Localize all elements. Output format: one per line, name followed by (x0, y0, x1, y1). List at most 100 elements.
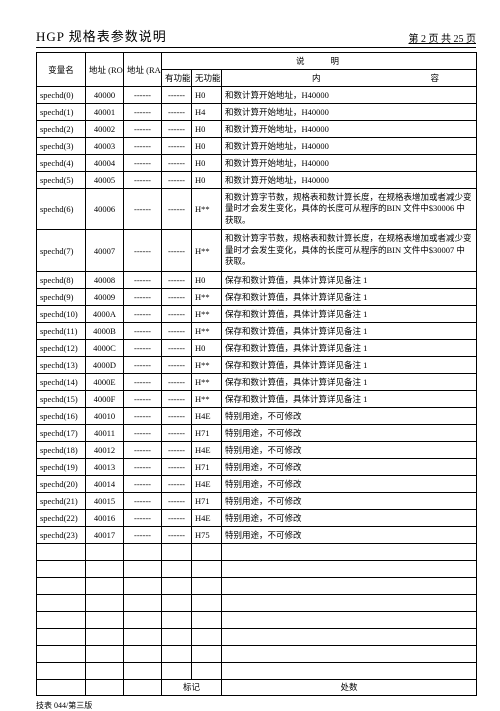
table-row: spechd(7)40007------------H**和数计算字节数，规格表… (37, 230, 477, 271)
cell-func2: H0 (192, 271, 222, 288)
cell-addr: 40011 (86, 424, 124, 441)
cell-func1: ------ (162, 509, 192, 526)
table-row-empty (37, 543, 477, 560)
cell-var: spechd(19) (37, 458, 86, 475)
cell-var: spechd(4) (37, 155, 86, 172)
cell-addr: 40008 (86, 271, 124, 288)
table-row: spechd(10)4000A------------H**保存和数计算值，具体… (37, 305, 477, 322)
table-row: spechd(4)40004------------H0和数计算开始地址，H40… (37, 155, 477, 172)
table-row: spechd(23)40017------------H75特别用途，不可修改 (37, 526, 477, 543)
cell-var: spechd(7) (37, 230, 86, 271)
cell-content: 保存和数计算值，具体计算详见备注 1 (222, 322, 477, 339)
cell-func2: H** (192, 305, 222, 322)
cell-func1: ------ (162, 441, 192, 458)
cell-addr: 40013 (86, 458, 124, 475)
cell-func1: ------ (162, 189, 192, 230)
cell-ram: ------ (124, 121, 162, 138)
table-footer-row: 标记处数 (37, 679, 477, 695)
cell-addr: 40017 (86, 526, 124, 543)
table-row-empty (37, 645, 477, 662)
cell-ram: ------ (124, 104, 162, 121)
table-row: spechd(8)40008------------H0保存和数计算值，具体计算… (37, 271, 477, 288)
cell-addr: 40014 (86, 475, 124, 492)
cell-addr: 40003 (86, 138, 124, 155)
cell-var: spechd(6) (37, 189, 86, 230)
cell-content: 特别用途，不可修改 (222, 526, 477, 543)
cell-func2: H4E (192, 407, 222, 424)
table-row-empty (37, 662, 477, 679)
cell-addr: 40004 (86, 155, 124, 172)
cell-addr: 4000F (86, 390, 124, 407)
cell-content: 和数计算开始地址，H40000 (222, 138, 477, 155)
cell-addr: 4000D (86, 356, 124, 373)
cell-ram: ------ (124, 87, 162, 104)
cell-func1: ------ (162, 172, 192, 189)
cell-func2: H** (192, 189, 222, 230)
cell-addr: 40006 (86, 189, 124, 230)
cell-func1: ------ (162, 526, 192, 543)
page-title: HGP 规格表参数说明 (36, 26, 167, 45)
cell-func2: H** (192, 356, 222, 373)
cell-var: spechd(13) (37, 356, 86, 373)
col-ram: 地址 (RAM) (124, 53, 162, 87)
cell-func2: H** (192, 230, 222, 271)
cell-ram: ------ (124, 390, 162, 407)
cell-ram: ------ (124, 339, 162, 356)
cell-func1: ------ (162, 271, 192, 288)
cell-ram: ------ (124, 424, 162, 441)
table-header: 变量名 地址 (ROM) 地址 (RAM) 说明 有功能 无功能 内容 (37, 53, 477, 87)
cell-content: 和数计算开始地址，H40000 (222, 155, 477, 172)
cell-var: spechd(16) (37, 407, 86, 424)
col-desc: 说明 (162, 53, 477, 70)
table-row: spechd(2)40002------------H0和数计算开始地址，H40… (37, 121, 477, 138)
cell-content: 特别用途，不可修改 (222, 475, 477, 492)
cell-var: spechd(20) (37, 475, 86, 492)
col-func1: 有功能 (162, 70, 192, 87)
cell-func2: H71 (192, 424, 222, 441)
table-row-empty (37, 577, 477, 594)
cell-ram: ------ (124, 475, 162, 492)
cell-var: spechd(15) (37, 390, 86, 407)
cell-content: 和数计算字节数，规格表和数计算长度，在规格表增加或者减少变量时才会发生变化，具体… (222, 230, 477, 271)
cell-ram: ------ (124, 373, 162, 390)
cell-addr: 4000E (86, 373, 124, 390)
table-row: spechd(15)4000F------------H**保存和数计算值，具体… (37, 390, 477, 407)
cell-ram: ------ (124, 230, 162, 271)
table-row: spechd(14)4000E------------H**保存和数计算值，具体… (37, 373, 477, 390)
table-row: spechd(11)4000B------------H**保存和数计算值，具体… (37, 322, 477, 339)
cell-content: 特别用途，不可修改 (222, 441, 477, 458)
cell-ram: ------ (124, 492, 162, 509)
cell-func1: ------ (162, 87, 192, 104)
cell-addr: 4000B (86, 322, 124, 339)
cell-var: spechd(22) (37, 509, 86, 526)
table-row: spechd(19)40013------------H71特别用途，不可修改 (37, 458, 477, 475)
cell-func2: H4E (192, 475, 222, 492)
cell-func2: H71 (192, 492, 222, 509)
cell-addr: 40000 (86, 87, 124, 104)
cell-var: spechd(17) (37, 424, 86, 441)
page-header: HGP 规格表参数说明 第 2 页 共 25 页 (36, 26, 476, 48)
table-row-empty (37, 628, 477, 645)
cell-ram: ------ (124, 441, 162, 458)
cell-func1: ------ (162, 356, 192, 373)
cell-addr: 4000A (86, 305, 124, 322)
cell-func2: H0 (192, 155, 222, 172)
cell-content: 特别用途，不可修改 (222, 492, 477, 509)
cell-var: spechd(8) (37, 271, 86, 288)
cell-var: spechd(10) (37, 305, 86, 322)
cell-addr: 4000C (86, 339, 124, 356)
footer-mark: 标记 (162, 679, 222, 695)
cell-ram: ------ (124, 189, 162, 230)
cell-content: 保存和数计算值，具体计算详见备注 1 (222, 271, 477, 288)
cell-func1: ------ (162, 475, 192, 492)
cell-var: spechd(3) (37, 138, 86, 155)
cell-var: spechd(5) (37, 172, 86, 189)
cell-func1: ------ (162, 322, 192, 339)
cell-ram: ------ (124, 172, 162, 189)
cell-content: 保存和数计算值，具体计算详见备注 1 (222, 288, 477, 305)
cell-func1: ------ (162, 121, 192, 138)
cell-var: spechd(0) (37, 87, 86, 104)
table-row-empty (37, 611, 477, 628)
cell-func2: H75 (192, 526, 222, 543)
spec-table: 变量名 地址 (ROM) 地址 (RAM) 说明 有功能 无功能 内容 spec… (36, 52, 477, 696)
